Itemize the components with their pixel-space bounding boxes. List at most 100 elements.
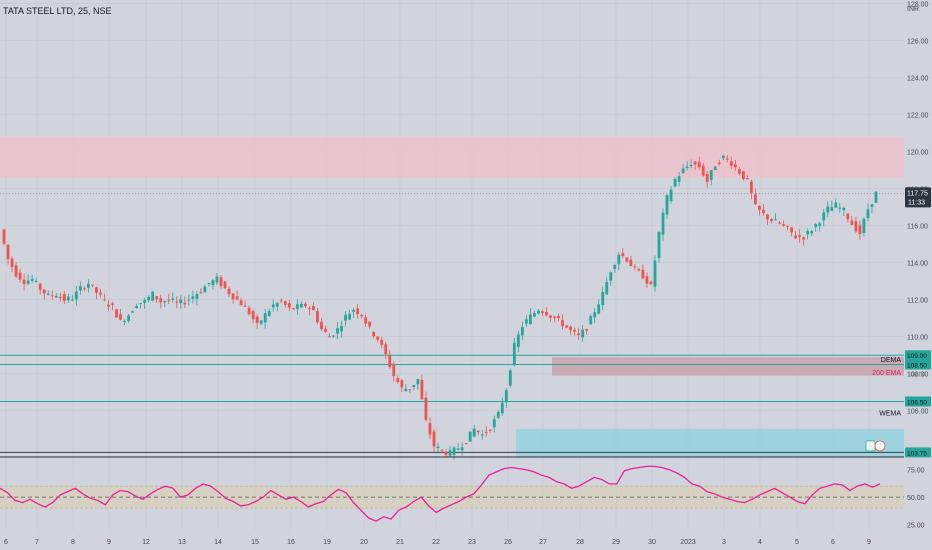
candle-body [412, 385, 416, 388]
ema-zone [552, 357, 904, 376]
candle-body [520, 326, 524, 336]
candle-body [171, 298, 175, 301]
line-badge-text: 103.75 [907, 450, 927, 457]
candle-body [328, 336, 331, 338]
x-tick-label: 23 [468, 539, 476, 546]
candle-body [464, 443, 468, 445]
x-tick-label: 26 [504, 539, 512, 546]
candle-body [537, 310, 540, 314]
candle-body [709, 170, 713, 180]
candle-body [500, 402, 504, 414]
candle-body [34, 280, 38, 282]
candle-body [86, 283, 90, 288]
candle-body [802, 237, 806, 240]
x-tick-label: 27 [539, 539, 547, 546]
candle-body [187, 299, 191, 301]
price-tick-label: 114.00 [907, 261, 928, 268]
candle-body [308, 308, 311, 310]
candle-body [545, 311, 548, 316]
candle-body [388, 355, 392, 368]
price-tick-label: 128.00 [907, 2, 929, 9]
x-tick-label: 20 [360, 539, 368, 546]
candle-body [404, 388, 408, 392]
candle-body [794, 235, 798, 239]
candle-body [488, 429, 492, 431]
candle-body [717, 162, 721, 165]
candle-body [770, 219, 773, 222]
candle-body [705, 173, 709, 182]
price-tick-label: 106.00 [907, 409, 929, 416]
price-tick-label: 124.00 [907, 76, 929, 83]
candle-body [42, 289, 46, 294]
candle-body [66, 296, 70, 301]
candle-body [741, 171, 745, 180]
candle-body [291, 308, 295, 310]
x-tick-label: 8 [71, 539, 75, 546]
candle-body [504, 390, 508, 403]
candle-body [733, 164, 737, 168]
candle-body [115, 309, 118, 318]
candle-body [798, 235, 802, 237]
candle-body [649, 281, 653, 285]
x-tick-label: 15 [251, 539, 259, 546]
x-tick-label: 12 [142, 539, 150, 546]
candle-body [103, 299, 106, 301]
candle-body [82, 288, 86, 290]
candle-body [697, 161, 701, 168]
candle-body [569, 326, 572, 331]
candle-body [26, 280, 30, 284]
candle-body [577, 333, 581, 336]
countdown-text: 11:33 [908, 199, 925, 206]
candle-body [524, 319, 528, 324]
candle-body [484, 431, 488, 433]
x-tick-label: 22 [432, 539, 440, 546]
candle-body [625, 257, 629, 262]
candle-body [38, 283, 42, 290]
candle-body [428, 423, 432, 435]
candle-body [729, 161, 733, 166]
candle-body [609, 272, 613, 281]
candle-body [549, 315, 552, 318]
x-tick-label: 9 [107, 539, 111, 546]
zones-layer [0, 136, 904, 457]
candle-body [396, 378, 400, 383]
last-price-text: 117.75 [907, 190, 928, 197]
candle-body [179, 299, 183, 304]
candle-body [468, 431, 472, 442]
candle-body [271, 304, 275, 308]
line-badge [905, 447, 931, 458]
horizontal-lines-layer [0, 192, 904, 453]
candle-body [267, 310, 271, 316]
symbol-title[interactable]: TATA STEEL LTD, 25, NSE [3, 6, 112, 16]
x-tick-label: 3 [722, 539, 726, 546]
candle-body [6, 244, 10, 259]
candle-body [637, 269, 641, 271]
candle-body [312, 306, 315, 311]
candle-body [597, 304, 601, 314]
candle-body [22, 279, 26, 285]
candle-body [565, 325, 568, 328]
candle-body [661, 212, 665, 235]
candle-body [677, 176, 681, 182]
hidden-price-label: 108.00 [907, 373, 926, 379]
candle-body [303, 303, 307, 307]
alert-icon [874, 440, 886, 452]
candle-body [18, 272, 22, 280]
candle-body [203, 286, 207, 293]
candle-body [155, 296, 159, 300]
candle-body [834, 202, 838, 208]
candle-body [46, 293, 50, 295]
candle-body [790, 227, 794, 233]
candle-body [356, 308, 360, 315]
candle-body [243, 305, 247, 307]
line-badge [905, 350, 931, 361]
candle-body [737, 169, 741, 174]
candle-body [681, 168, 685, 174]
candle-body [283, 301, 287, 305]
candle-body [585, 329, 589, 331]
price-tick-label: 122.00 [907, 113, 929, 120]
candle-body [541, 311, 544, 313]
x-tick-label: 14 [214, 539, 222, 546]
